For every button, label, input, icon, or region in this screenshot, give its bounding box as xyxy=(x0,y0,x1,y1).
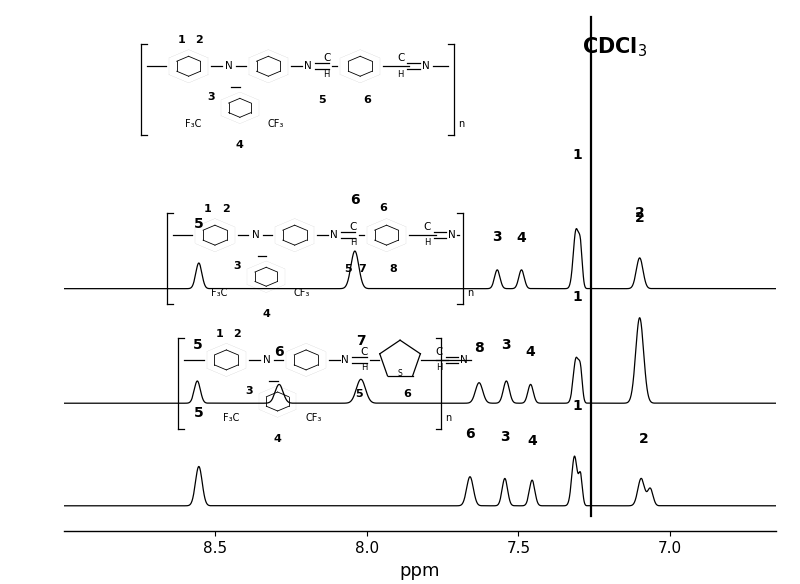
Text: 3: 3 xyxy=(500,430,510,444)
Text: C: C xyxy=(323,54,330,64)
Text: H: H xyxy=(436,363,442,372)
Text: 2: 2 xyxy=(233,329,241,339)
Text: CF₃: CF₃ xyxy=(294,288,310,298)
Text: F₃C: F₃C xyxy=(185,120,202,130)
Text: 2: 2 xyxy=(222,204,230,214)
Text: 6: 6 xyxy=(403,389,411,399)
Text: S: S xyxy=(398,369,402,378)
Text: 3: 3 xyxy=(493,230,502,244)
Text: 4: 4 xyxy=(274,434,282,444)
Text: 8: 8 xyxy=(474,341,484,355)
Text: 1: 1 xyxy=(573,399,582,413)
Text: C: C xyxy=(361,347,368,357)
Text: 4: 4 xyxy=(527,434,537,448)
Text: N: N xyxy=(263,355,270,365)
Text: 3: 3 xyxy=(502,338,511,352)
Text: 3: 3 xyxy=(245,386,253,396)
Text: H: H xyxy=(323,69,330,79)
Text: N: N xyxy=(460,355,468,365)
Text: 2: 2 xyxy=(639,432,649,446)
Text: N: N xyxy=(448,230,456,240)
Text: 5: 5 xyxy=(193,338,202,352)
Text: 4: 4 xyxy=(262,309,270,319)
Text: 5: 5 xyxy=(194,406,204,420)
Text: C: C xyxy=(397,54,405,64)
Text: 1: 1 xyxy=(204,204,212,214)
Text: F₃C: F₃C xyxy=(211,288,228,298)
Text: 1: 1 xyxy=(215,329,223,339)
Text: 5: 5 xyxy=(318,95,326,105)
Text: N: N xyxy=(252,230,259,240)
Text: 5: 5 xyxy=(356,389,363,399)
Text: H: H xyxy=(424,238,430,248)
Text: 3: 3 xyxy=(207,92,215,102)
Text: N: N xyxy=(226,61,233,71)
Text: CF₃: CF₃ xyxy=(306,413,322,423)
Text: 1: 1 xyxy=(178,35,186,46)
Text: 6: 6 xyxy=(274,345,284,359)
Text: 7: 7 xyxy=(356,335,366,349)
Text: 7: 7 xyxy=(358,264,366,274)
Text: n: n xyxy=(458,120,465,130)
Text: C: C xyxy=(435,347,443,357)
Text: 8: 8 xyxy=(390,264,398,274)
Text: n: n xyxy=(466,288,473,298)
Text: C: C xyxy=(423,223,431,232)
Text: 1: 1 xyxy=(573,148,582,162)
Text: 2: 2 xyxy=(634,211,645,225)
Text: 6: 6 xyxy=(350,193,360,207)
Text: 5: 5 xyxy=(194,217,204,231)
Text: CDCl$_3$: CDCl$_3$ xyxy=(582,36,647,59)
Text: 1: 1 xyxy=(573,290,582,304)
Text: N: N xyxy=(330,230,338,240)
Text: C: C xyxy=(350,223,357,232)
Text: 2: 2 xyxy=(195,35,203,46)
Text: H: H xyxy=(362,363,368,372)
Text: N: N xyxy=(422,61,430,71)
Text: 3: 3 xyxy=(234,262,242,272)
Text: F₃C: F₃C xyxy=(223,413,239,423)
X-axis label: ppm: ppm xyxy=(400,562,440,580)
Text: 6: 6 xyxy=(465,427,475,441)
Text: 6: 6 xyxy=(363,95,371,105)
Text: H: H xyxy=(350,238,356,248)
Text: 4: 4 xyxy=(517,231,526,245)
Text: 4: 4 xyxy=(526,345,535,359)
Text: 2: 2 xyxy=(634,206,645,220)
Text: N: N xyxy=(342,355,349,365)
Text: 4: 4 xyxy=(236,140,244,150)
Text: CF₃: CF₃ xyxy=(267,120,284,130)
Text: N: N xyxy=(304,61,311,71)
Text: 6: 6 xyxy=(379,203,387,213)
Text: H: H xyxy=(398,69,404,79)
Text: 5: 5 xyxy=(344,264,352,274)
Text: n: n xyxy=(446,413,452,423)
